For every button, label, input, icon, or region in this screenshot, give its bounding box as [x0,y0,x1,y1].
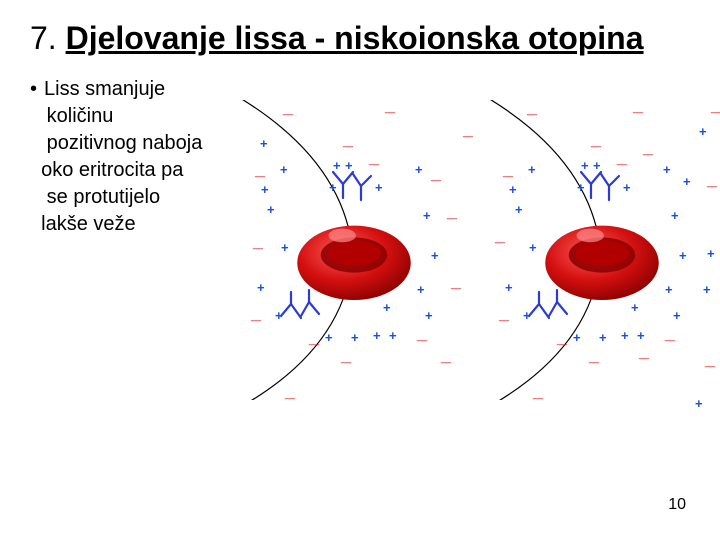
minus-charge: _ [253,236,263,246]
slide-title: 7. Djelovanje lissa - niskoionska otopin… [30,18,690,58]
plus-charge: + [515,202,523,217]
bullet-line: oko eritrocita pa [41,159,183,181]
plus-charge: + [665,282,673,297]
minus-charge: _ [463,124,473,134]
plus-charge: + [257,280,265,295]
plus-charge: + [280,162,288,177]
minus-charge: _ [451,276,461,286]
plus-charge: + [375,180,383,195]
minus-charge: _ [251,308,261,318]
minus-charge: _ [285,386,295,396]
plus-charge: + [325,330,333,345]
minus-charge: _ [441,350,451,360]
bullet-line: Liss smanjuje [44,78,165,100]
minus-charge: _ [665,328,675,338]
bullet-line: pozitivnog naboja [47,132,203,154]
plus-charge: + [695,396,703,411]
plus-charge: + [699,124,707,139]
minus-charge: _ [369,152,379,162]
figure-area: __+___+++_++++_++__++++__+++_++++____ [225,100,715,430]
bullet-text: •Liss smanjuje količinu pozitivnog naboj… [30,76,250,238]
plus-charge: + [671,208,679,223]
plus-charge: + [373,328,381,343]
plus-charge: + [581,158,589,173]
minus-charge: _ [643,142,653,152]
plus-charge: + [431,248,439,263]
plus-charge: + [383,300,391,315]
plus-charge: + [275,308,283,323]
minus-charge: _ [533,386,543,396]
minus-charge: _ [617,152,627,162]
plus-charge: + [528,162,536,177]
bullet-line: lakše veže [41,213,136,235]
minus-charge: _ [557,332,567,342]
minus-charge: _ [639,346,649,356]
plus-charge: + [261,182,269,197]
plus-charge: + [703,282,711,297]
plus-charge: + [621,328,629,343]
plus-charge: + [345,158,353,173]
slide: 7. Djelovanje lissa - niskoionska otopin… [0,0,720,540]
plus-charge: + [523,308,531,323]
plus-charge: + [351,330,359,345]
minus-charge: _ [711,100,720,110]
plus-charge: + [679,248,687,263]
minus-charge: _ [431,168,441,178]
plus-charge: + [593,158,601,173]
plus-charge: + [425,308,433,323]
cell-right: ___+__+++__+++++_++_++++++_+++_++++_____… [473,100,713,400]
bullet-line: količinu [47,105,114,127]
cell-left: __+___+++_++++_++__++++__+++_++++____ [225,100,465,400]
minus-charge: _ [343,134,353,144]
plus-charge: + [417,282,425,297]
plus-charge: + [267,202,275,217]
plus-charge: + [599,330,607,345]
minus-charge: _ [417,328,427,338]
plus-charge: + [260,136,268,151]
minus-charge: _ [495,230,505,240]
minus-charge: _ [707,174,717,184]
plus-charge: + [333,158,341,173]
bullet-line: se protutijelo [47,186,160,208]
plus-charge: + [673,308,681,323]
plus-charge: + [281,240,289,255]
plus-charge: + [423,208,431,223]
minus-charge: _ [385,100,395,110]
plus-charge: + [573,330,581,345]
plus-charge: + [577,180,585,195]
minus-charge: _ [447,206,457,216]
plus-charge: + [707,246,715,261]
plus-charge: + [415,162,423,177]
minus-charge: _ [255,164,265,174]
minus-charge: _ [309,332,319,342]
minus-charge: _ [341,350,351,360]
minus-charge: _ [283,102,293,112]
bullet-dot: • [30,76,44,103]
plus-charge: + [329,180,337,195]
plus-charge: + [505,280,513,295]
minus-charge: _ [527,102,537,112]
plus-charge: + [509,182,517,197]
plus-charge: + [389,328,397,343]
minus-charge: _ [589,350,599,360]
plus-charge: + [663,162,671,177]
minus-charge: _ [503,164,513,174]
plus-charge: + [683,174,691,189]
minus-charge: _ [499,308,509,318]
title-main: Djelovanje lissa - niskoionska otopina [66,20,644,56]
page-number: 10 [668,496,686,514]
plus-charge: + [631,300,639,315]
minus-charge: _ [633,100,643,110]
minus-charge: _ [591,134,601,144]
title-prefix: 7. [30,20,66,56]
plus-charge: + [623,180,631,195]
minus-charge: _ [705,354,715,364]
plus-charge: + [529,240,537,255]
